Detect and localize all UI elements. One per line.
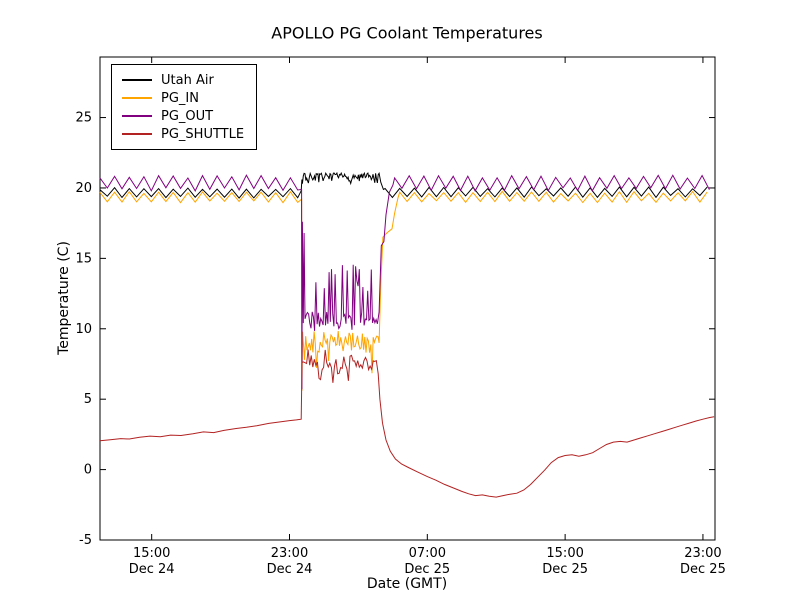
series-line-pg-out [99,174,710,390]
legend-label: PG_OUT [161,108,214,124]
legend-line-swatch [122,79,152,81]
y-tick-label: 25 [75,111,92,126]
x-tick-date-label: Dec 25 [680,562,726,577]
x-tick-time-label: 15:00 [133,546,170,561]
series-line-pg-in [99,190,708,391]
legend-line-swatch [122,115,152,117]
legend-line-swatch [122,97,152,99]
chart-title: APOLLO PG Coolant Temperatures [271,23,543,43]
x-tick-time-label: 15:00 [546,546,583,561]
series-line-pg-shuttle [99,349,715,498]
x-tick-time-label: 23:00 [271,546,308,561]
y-tick-label: 15 [75,251,92,266]
y-tick-label: 5 [84,392,92,407]
legend-label: Utah Air [161,72,214,88]
x-axis-label: Date (GMT) [366,576,448,592]
y-tick-label: 20 [75,181,92,196]
legend-label: PG_SHUTTLE [161,126,245,142]
y-tick-label: -5 [79,533,92,548]
x-tick-date-label: Dec 24 [267,562,313,577]
y-tick-label: 0 [84,463,92,478]
legend-item: Utah Air [122,71,244,89]
x-tick-date-label: Dec 25 [404,562,450,577]
legend-label: PG_IN [161,90,199,106]
axes-frame [99,56,716,541]
x-tick-time-label: 23:00 [684,546,721,561]
legend-line-swatch [122,133,152,135]
y-axis-label: Temperature (C) [56,241,72,355]
x-tick-time-label: 07:00 [409,546,446,561]
x-tick-date-label: Dec 25 [542,562,588,577]
legend-item: PG_SHUTTLE [122,125,244,143]
y-tick-label: 10 [75,322,92,337]
legend-item: PG_OUT [122,107,244,125]
x-tick-date-label: Dec 24 [129,562,175,577]
legend: Utah Air PG_IN PG_OUT PG_SHUTTLE [111,64,258,150]
legend-item: PG_IN [122,89,244,107]
